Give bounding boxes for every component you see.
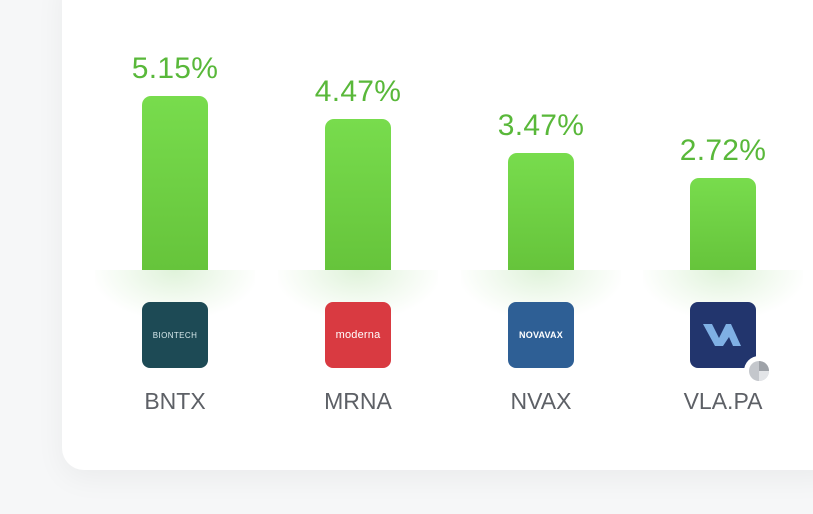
bar-mrna[interactable]: [325, 119, 391, 270]
bar-value-label: 4.47%: [314, 75, 402, 108]
biontech-logo-icon[interactable]: BIONTECH: [142, 302, 208, 368]
ticker-label: BNTX: [144, 388, 206, 414]
bar-value-label: 5.15%: [131, 52, 219, 85]
bar-value-label: 3.47%: [497, 109, 585, 142]
moderna-logo-icon[interactable]: moderna: [325, 302, 391, 368]
ticker-label: MRNA: [324, 388, 392, 414]
bar-vla-pa[interactable]: [690, 178, 756, 270]
novavax-logo-icon[interactable]: NOVAVAX: [508, 302, 574, 368]
bar-nvax[interactable]: [508, 153, 574, 270]
bar-value-label: 2.72%: [679, 134, 767, 167]
ticker-label: NVAX: [510, 388, 572, 414]
logo-wordmark: moderna: [335, 329, 381, 341]
valneva-mark: [703, 324, 741, 346]
valneva-logo-icon[interactable]: [690, 302, 774, 386]
bar-bntx[interactable]: [142, 96, 208, 270]
logo-wordmark: BIONTECH: [152, 330, 198, 340]
ticker-label: VLA.PA: [683, 388, 763, 414]
pie-chart-icon[interactable]: [744, 356, 774, 386]
logo-wordmark: NOVAVAX: [519, 330, 563, 340]
